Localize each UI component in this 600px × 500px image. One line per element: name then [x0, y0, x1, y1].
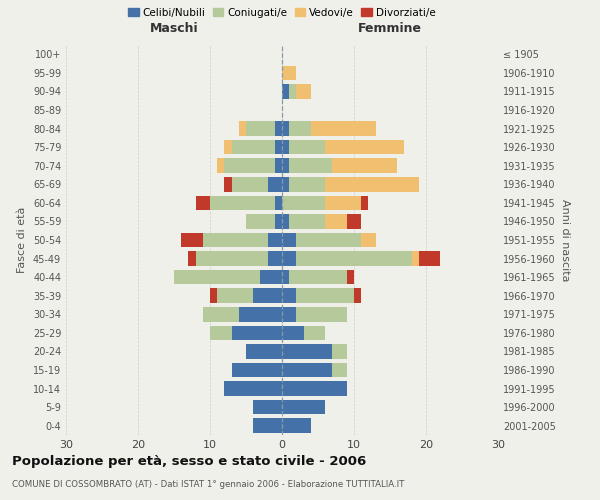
Text: Popolazione per età, sesso e stato civile - 2006: Popolazione per età, sesso e stato civil…	[12, 455, 366, 468]
Bar	[419, 252, 440, 266]
Y-axis label: Anni di nascita: Anni di nascita	[560, 198, 569, 281]
Bar	[253, 288, 282, 303]
Bar	[282, 84, 289, 98]
Bar	[332, 158, 397, 173]
Bar	[289, 122, 311, 136]
Bar	[304, 326, 325, 340]
Bar	[289, 270, 347, 284]
Bar	[282, 400, 325, 414]
Bar	[253, 400, 282, 414]
Bar	[296, 233, 361, 247]
Y-axis label: Fasce di età: Fasce di età	[17, 207, 27, 273]
Bar	[282, 270, 289, 284]
Bar	[282, 252, 296, 266]
Bar	[217, 288, 253, 303]
Text: Maschi: Maschi	[149, 22, 199, 35]
Bar	[268, 233, 282, 247]
Bar	[282, 344, 332, 358]
Bar	[224, 177, 232, 192]
Bar	[296, 288, 354, 303]
Bar	[282, 66, 296, 80]
Bar	[174, 270, 260, 284]
Text: Femmine: Femmine	[358, 22, 422, 35]
Bar	[325, 140, 404, 154]
Bar	[275, 140, 282, 154]
Bar	[282, 158, 289, 173]
Bar	[282, 288, 296, 303]
Bar	[232, 140, 275, 154]
Bar	[232, 363, 282, 377]
Bar	[260, 270, 282, 284]
Bar	[289, 84, 296, 98]
Bar	[289, 214, 325, 228]
Bar	[181, 233, 203, 247]
Bar	[196, 196, 210, 210]
Bar	[296, 252, 412, 266]
Bar	[282, 418, 311, 433]
Bar	[347, 270, 354, 284]
Bar	[289, 177, 325, 192]
Bar	[282, 326, 304, 340]
Bar	[282, 122, 289, 136]
Bar	[282, 177, 289, 192]
Bar	[224, 140, 232, 154]
Bar	[354, 288, 361, 303]
Bar	[282, 382, 347, 396]
Bar	[246, 344, 282, 358]
Bar	[246, 214, 275, 228]
Bar	[275, 214, 282, 228]
Bar	[239, 122, 246, 136]
Bar	[325, 177, 419, 192]
Bar	[282, 307, 296, 322]
Bar	[253, 418, 282, 433]
Bar	[196, 252, 268, 266]
Bar	[224, 382, 282, 396]
Legend: Celibi/Nubili, Coniugati/e, Vedovi/e, Divorziati/e: Celibi/Nubili, Coniugati/e, Vedovi/e, Di…	[124, 4, 440, 22]
Bar	[282, 214, 289, 228]
Bar	[332, 344, 347, 358]
Bar	[325, 214, 347, 228]
Bar	[347, 214, 361, 228]
Bar	[275, 122, 282, 136]
Bar	[282, 196, 325, 210]
Bar	[282, 363, 332, 377]
Bar	[232, 326, 282, 340]
Bar	[296, 307, 347, 322]
Bar	[203, 233, 268, 247]
Bar	[332, 363, 347, 377]
Bar	[275, 158, 282, 173]
Bar	[203, 307, 239, 322]
Bar	[289, 158, 332, 173]
Bar	[361, 233, 376, 247]
Bar	[325, 196, 361, 210]
Bar	[268, 177, 282, 192]
Bar	[217, 158, 224, 173]
Bar	[239, 307, 282, 322]
Bar	[361, 196, 368, 210]
Bar	[188, 252, 196, 266]
Bar	[311, 122, 376, 136]
Text: COMUNE DI COSSOMBRATO (AT) - Dati ISTAT 1° gennaio 2006 - Elaborazione TUTTITALI: COMUNE DI COSSOMBRATO (AT) - Dati ISTAT …	[12, 480, 404, 489]
Bar	[412, 252, 419, 266]
Bar	[289, 140, 325, 154]
Bar	[210, 288, 217, 303]
Bar	[282, 140, 289, 154]
Bar	[296, 84, 311, 98]
Bar	[210, 196, 275, 210]
Bar	[275, 196, 282, 210]
Bar	[246, 122, 275, 136]
Bar	[268, 252, 282, 266]
Bar	[210, 326, 232, 340]
Bar	[232, 177, 268, 192]
Bar	[282, 233, 296, 247]
Bar	[224, 158, 275, 173]
